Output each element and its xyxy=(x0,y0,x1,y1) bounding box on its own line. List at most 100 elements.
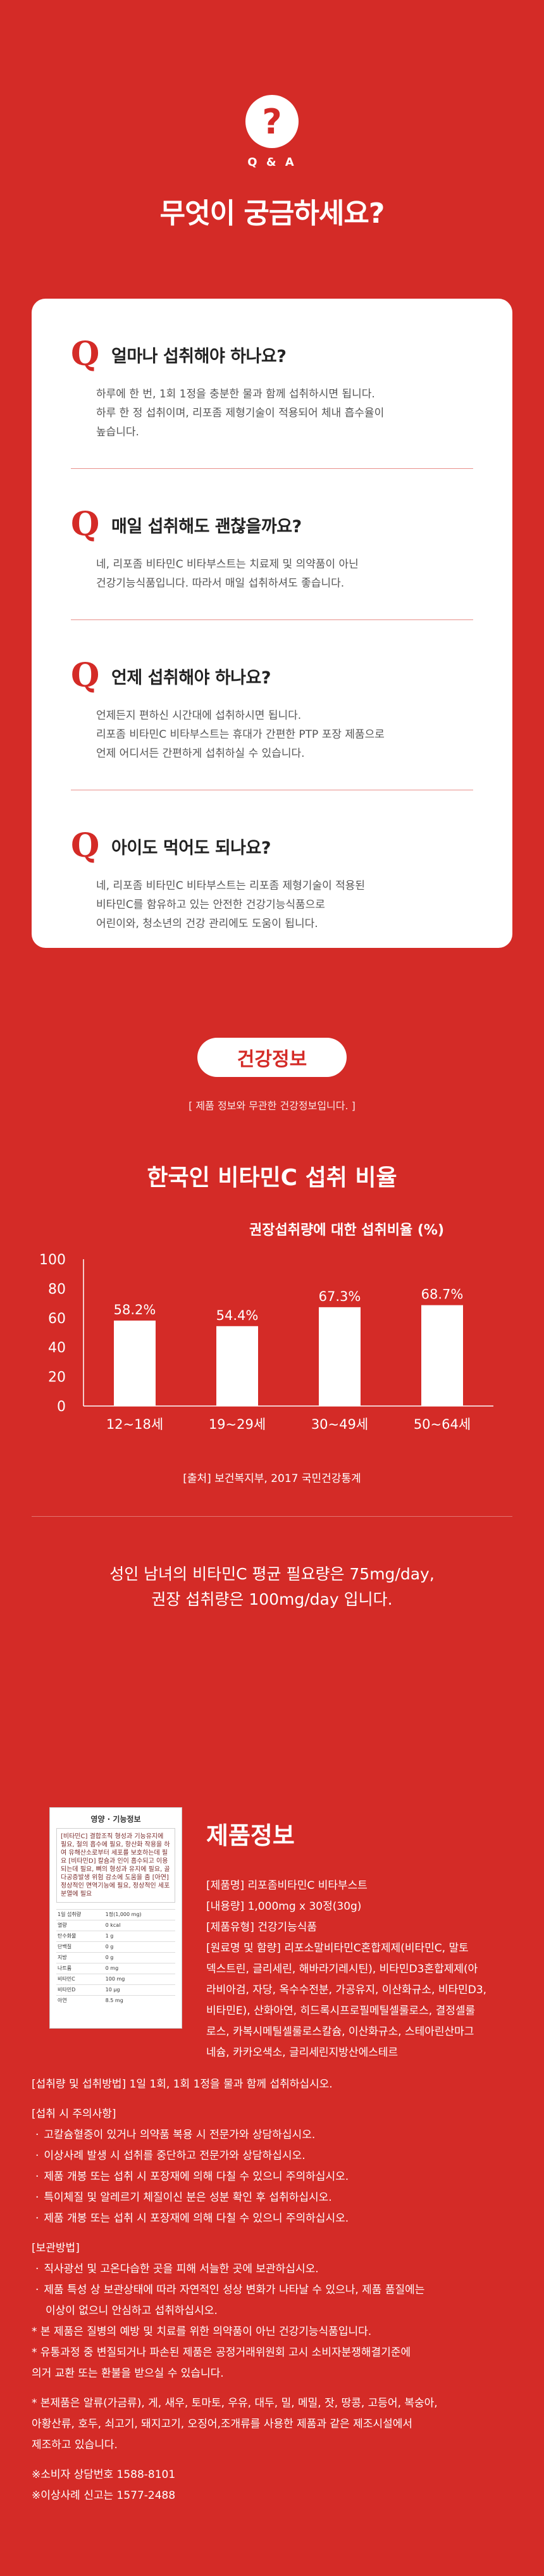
faq-answer-line: 하루 한 정 섭취이며, 리포좀 제형기술이 적용되어 체내 흡수율이 xyxy=(96,407,385,420)
y-tick-label: 60 xyxy=(48,1311,66,1327)
product-info-row: 네슘, 카카오색소, 글리세린지방산에스테르 xyxy=(206,2046,399,2059)
bar-data-label: 67.3% xyxy=(319,1289,361,1304)
y-tick-label: 20 xyxy=(48,1370,66,1386)
faq-answer-line: 어린이와, 청소년의 건강 관리에도 도움이 됩니다. xyxy=(96,918,318,930)
product-info-list: [제품명] 리포좀비타민C 비타부스트 [내용량] 1,000mg x 30정(… xyxy=(206,1876,510,2063)
faq-item: Q 얼마나 섭취해야 하나요? 하루에 한 번, 1회 1정을 충분한 물과 함… xyxy=(71,299,473,469)
bar-data-label: 54.4% xyxy=(216,1308,259,1323)
faq-answer: 네, 리포좀 비타민C 비타부스트는 치료제 및 의약품이 아닌 건강기능식품입… xyxy=(96,555,473,593)
faq-card: Q 얼마나 섭취해야 하나요? 하루에 한 번, 1회 1정을 충분한 물과 함… xyxy=(32,299,512,948)
chart-title: 한국인 비타민C 섭취 비율 xyxy=(147,1165,397,1191)
faq-answer-line: 언제든지 편하신 시간대에 섭취하시면 됩니다. xyxy=(96,709,302,722)
faq-question-text: 아이도 먹어도 되나요? xyxy=(111,838,271,858)
storage-item: 직사광선 및 고온다습한 곳을 피해 서늘한 곳에 보관하십시오. xyxy=(32,2259,512,2280)
nutrition-table: 1일 섭취량 1정(1,000 mg) 열량 0 kcal 탄수화물 1 g 단백질 0… xyxy=(56,1909,175,2006)
product-info-row: 비타민E), 산화아연, 히드록시프로필메틸셀룰로스, 결정셀룰 xyxy=(206,2005,476,2017)
nutrition-label-title: 영양 · 기능정보 xyxy=(90,1815,141,1824)
faq-answer-line: 높습니다. xyxy=(96,426,139,439)
spacer xyxy=(32,2095,512,2104)
health-info-pill: 건강정보 xyxy=(197,1038,347,1077)
bar xyxy=(216,1326,258,1406)
spacer xyxy=(32,2384,512,2393)
spacer xyxy=(32,2229,512,2238)
caution-item: 제품 개봉 또는 섭취 시 포장재에 의해 다칠 수 있으니 주의하십시오. xyxy=(32,2208,512,2229)
table-cell: 0 g xyxy=(104,1952,175,1963)
note-line: 제조하고 있습니다. xyxy=(32,2439,118,2451)
storage-title: [보관방법] xyxy=(32,2242,80,2255)
product-info-row: 덱스트린, 글리세린, 해바라기레시틴), 비타민D3혼합제제(아 xyxy=(206,1963,478,1976)
x-tick-label: 19~29세 xyxy=(209,1417,266,1432)
note-line: 아황산류, 호두, 쇠고기, 돼지고기, 오징어,조개류를 사용한 제품과 같은… xyxy=(32,2418,413,2430)
divider xyxy=(32,1516,512,1517)
caution-title: [섭취 시 주의사항] xyxy=(32,2108,116,2120)
table-cell: 비타민D xyxy=(56,1984,104,1996)
table-cell: 1일 섭취량 xyxy=(56,1909,104,1920)
bar-data-label: 68.7% xyxy=(421,1287,464,1302)
faq-answer-line: 네, 리포좀 비타민C 비타부스트는 리포좀 제형기술이 적용된 xyxy=(96,880,366,892)
storage-item: 제품 특성 상 보관상태에 따라 자연적인 성상 변화가 나타날 수 있으나, … xyxy=(32,2280,512,2301)
statement-line: 성인 남녀의 비타민C 평균 필요량은 75mg/day, xyxy=(109,1565,435,1583)
table-row: 지방 0 g xyxy=(56,1952,175,1963)
table-cell: 탄수화물 xyxy=(56,1931,104,1942)
faq-question: Q 매일 섭취해도 괜찮을까요? xyxy=(71,508,473,541)
usage-section: [섭취량 및 섭취방법] 1일 1회, 1회 1정을 물과 함께 섭취하십시오.… xyxy=(32,2074,512,2506)
faq-answer: 하루에 한 번, 1회 1정을 충분한 물과 함께 섭취하시면 됩니다. 하루 … xyxy=(96,385,473,442)
table-cell: 1정(1,000 mg) xyxy=(104,1909,175,1920)
table-cell: 나트륨 xyxy=(56,1963,104,1974)
storage-item-cont: 이상이 없으니 안심하고 섭취하십시오. xyxy=(46,2305,218,2317)
table-row: 아연 8.5 mg xyxy=(56,1995,175,2006)
x-tick-label: 12~18세 xyxy=(106,1417,163,1432)
q-letter-icon: Q xyxy=(71,656,100,695)
y-tick-label: 80 xyxy=(48,1281,66,1297)
faq-question-text: 언제 섭취해야 하나요? xyxy=(111,668,271,688)
product-info-row: 로스, 카복시메틸셀룰로스칼슘, 이산화규소, 스테아린산마그 xyxy=(206,2025,474,2038)
note-line: * 본제품은 알류(가금류), 게, 새우, 토마토, 우유, 대두, 밀, 메… xyxy=(32,2397,438,2410)
faq-answer-line: 리포좀 비타민C 비타부스트는 휴대가 간편한 PTP 포장 제품으로 xyxy=(96,728,385,741)
table-row: 나트륨 0 mg xyxy=(56,1963,175,1974)
note-line: 의거 교환 또는 환불을 받으실 수 있습니다. xyxy=(32,2367,224,2380)
nutrition-label: 영양 · 기능정보 [비타민C] 결합조직 형성과 기능유지에 필요, 철의 흡… xyxy=(49,1807,182,2029)
faq-question: Q 얼마나 섭취해야 하나요? xyxy=(71,338,473,371)
faq-question: Q 아이도 먹어도 되나요? xyxy=(71,830,473,862)
table-cell: 100 mg xyxy=(104,1974,175,1985)
qa-label: Q & A xyxy=(247,156,297,169)
caution-item: 특이체질 및 알레르기 체질이신 분은 성분 확인 후 섭취하십시오. xyxy=(32,2187,512,2208)
product-info-row: [제품명] 리포좀비타민C 비타부스트 xyxy=(206,1879,368,1892)
bar xyxy=(421,1305,463,1406)
x-tick-label: 30~49세 xyxy=(311,1417,368,1432)
faq-item: Q 아이도 먹어도 되나요? 네, 리포좀 비타민C 비타부스트는 리포좀 제형… xyxy=(71,790,473,960)
faq-answer-line: 건강기능식품입니다. 따라서 매일 섭취하셔도 좋습니다. xyxy=(96,577,345,590)
table-cell: 비타민C xyxy=(56,1974,104,1985)
faq-question-text: 매일 섭취해도 괜찮을까요? xyxy=(111,516,302,537)
table-row: 열량 0 kcal xyxy=(56,1920,175,1931)
y-tick-label: 40 xyxy=(48,1340,66,1356)
faq-answer-line: 비타민C를 함유하고 있는 안전한 건강기능식품으로 xyxy=(96,899,325,911)
q-letter-icon: Q xyxy=(71,335,100,373)
y-tick-label: 0 xyxy=(57,1399,66,1415)
table-row: 탄수화물 1 g xyxy=(56,1931,175,1942)
note-line: * 본 제품은 질병의 예방 및 치료를 위한 의약품이 아닌 건강기능식품입니… xyxy=(32,2325,372,2338)
faq-item: Q 언제 섭취해야 하나요? 언제든지 편하신 시간대에 섭취하시면 됩니다. … xyxy=(71,620,473,790)
x-tick-label: 50~64세 xyxy=(414,1417,471,1432)
table-cell: 아연 xyxy=(56,1995,104,2006)
question-mark-icon: ? xyxy=(245,95,299,148)
qa-title: 무엇이 궁금하세요? xyxy=(159,197,385,230)
faq-question: Q 언제 섭취해야 하나요? xyxy=(71,659,473,692)
chart-subtitle: 권장섭취량에 대한 섭취비율 (%) xyxy=(249,1223,445,1238)
chart-source: [출처] 보건복지부, 2017 국민건강통계 xyxy=(183,1472,361,1485)
product-info-row: 라비아검, 자당, 옥수수전분, 가공유지, 이산화규소, 비타민D3, xyxy=(206,1984,487,1996)
table-cell: 8.5 mg xyxy=(104,1995,175,2006)
table-cell: 지방 xyxy=(56,1952,104,1963)
table-cell: 0 mg xyxy=(104,1963,175,1974)
vitamin-c-statement: 성인 남녀의 비타민C 평균 필요량은 75mg/day, 권장 섭취량은 10… xyxy=(0,1562,544,1612)
faq-answer-line: 언제 어디서든 간편하게 섭취하실 수 있습니다. xyxy=(96,747,305,760)
faq-answer-line: 하루에 한 번, 1회 1정을 충분한 물과 함께 섭취하시면 됩니다. xyxy=(96,388,375,401)
faq-question-text: 얼마나 섭취해야 하나요? xyxy=(111,346,287,366)
vitamin-c-bar-chart: 0 20 40 60 80 100 58.2% 12~18세 54.4% 19~29세 67.3% 3… xyxy=(39,1252,493,1432)
q-letter-icon: Q xyxy=(71,826,100,865)
nutrition-label-body: [비타민C] 결합조직 형성과 기능유지에 필요, 철의 흡수에 필요, 항산화… xyxy=(56,1828,175,1903)
bar-data-label: 58.2% xyxy=(114,1302,156,1317)
product-info-row: [제품유형] 건강기능식품 xyxy=(206,1921,318,1934)
note-line: * 유통과정 중 변질되거나 파손된 제품은 공정거래위원회 고시 소비자분쟁해… xyxy=(32,2346,411,2359)
